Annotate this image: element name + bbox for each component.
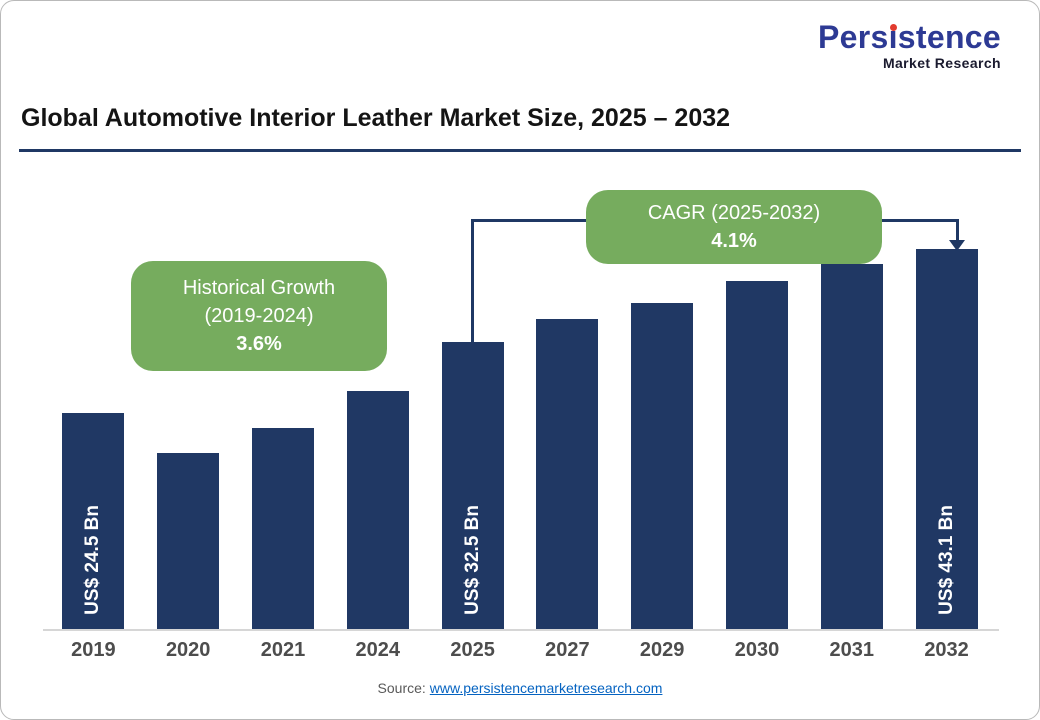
x-tick-2030: 2030 xyxy=(734,639,780,661)
connector-vertical-2032 xyxy=(956,219,959,241)
connector-horizontal-left xyxy=(471,219,588,222)
x-tick-2024: 2024 xyxy=(355,639,401,661)
bar-2024 xyxy=(346,391,409,629)
source-label: Source: xyxy=(377,680,426,696)
bar-column-2031 xyxy=(804,174,899,629)
bar-column-2019: US$ 24.5 Bn xyxy=(46,174,141,629)
bar-column-2029 xyxy=(615,174,710,629)
cagr-value: 4.1% xyxy=(711,230,757,252)
logo: Persı stence Market Research xyxy=(818,21,1001,70)
bar-2029 xyxy=(631,303,694,629)
bar-2030 xyxy=(725,281,788,629)
x-tick-2025: 2025 xyxy=(450,639,495,661)
bar-2020 xyxy=(157,453,220,629)
bar-2025: US$ 32.5 Bn xyxy=(441,342,504,629)
logo-text-part2: stence xyxy=(897,19,1001,55)
logo-red-dot-icon xyxy=(890,24,898,31)
bar-2021 xyxy=(251,428,314,629)
source-link[interactable]: www.persistencemarketresearch.com xyxy=(429,680,663,696)
x-axis-labels: 2019 2020 2021 2024 2025 2027 2029 2030 2031 2032 xyxy=(46,639,994,662)
bar-value-label-2032: US$ 43.1 Bn xyxy=(935,505,957,615)
historical-growth-line2: (2019-2024) xyxy=(204,305,314,327)
connector-vertical-2025 xyxy=(471,219,474,342)
bar-value-label-2019: US$ 24.5 Bn xyxy=(82,505,104,615)
bar-column-2025: US$ 32.5 Bn xyxy=(425,174,520,629)
historical-growth-callout: Historical Growth (2019-2024) 3.6% xyxy=(131,261,387,371)
bar-column-2032: US$ 43.1 Bn xyxy=(899,174,994,629)
logo-subtext: Market Research xyxy=(882,55,1001,71)
x-tick-2029: 2029 xyxy=(639,639,685,661)
bar-2019: US$ 24.5 Bn xyxy=(62,413,125,629)
plot-area: US$ 24.5 Bn US$ 32.5 Bn US$ 43.1 Bn xyxy=(46,174,994,629)
x-tick-2019: 2019 xyxy=(71,639,116,661)
logo-text-part1: Pers xyxy=(818,19,889,55)
connector-horizontal-right xyxy=(860,219,958,222)
historical-growth-value: 3.6% xyxy=(236,333,282,355)
logo-text-i: ı xyxy=(888,19,898,55)
bar-2032: US$ 43.1 Bn xyxy=(915,249,978,629)
x-axis-line xyxy=(43,629,999,631)
arrow-down-icon xyxy=(949,240,965,251)
x-tick-2031: 2031 xyxy=(829,639,875,661)
x-tick-2020: 2020 xyxy=(165,639,211,661)
cagr-line1: CAGR (2025-2032) xyxy=(647,202,821,224)
x-tick-2032: 2032 xyxy=(924,639,969,661)
x-tick-2021: 2021 xyxy=(260,639,306,661)
x-tick-2027: 2027 xyxy=(545,639,590,661)
bar-column-2024 xyxy=(330,174,425,629)
source-line: Source: www.persistencemarketresearch.com xyxy=(1,680,1039,696)
bar-column-2030 xyxy=(710,174,805,629)
page-title: Global Automotive Interior Leather Marke… xyxy=(21,104,731,132)
cagr-callout: CAGR (2025-2032) 4.1% xyxy=(586,190,882,264)
bar-value-label-2025: US$ 32.5 Bn xyxy=(461,505,483,615)
historical-growth-line1: Historical Growth xyxy=(182,277,336,299)
bar-2031 xyxy=(820,264,883,629)
bar-2027 xyxy=(536,319,599,629)
bar-column-2027 xyxy=(520,174,615,629)
bar-column-2020 xyxy=(141,174,236,629)
logo-wordmark: Persı stence xyxy=(818,21,1001,53)
bar-column-2021 xyxy=(236,174,331,629)
title-underline xyxy=(19,149,1021,152)
